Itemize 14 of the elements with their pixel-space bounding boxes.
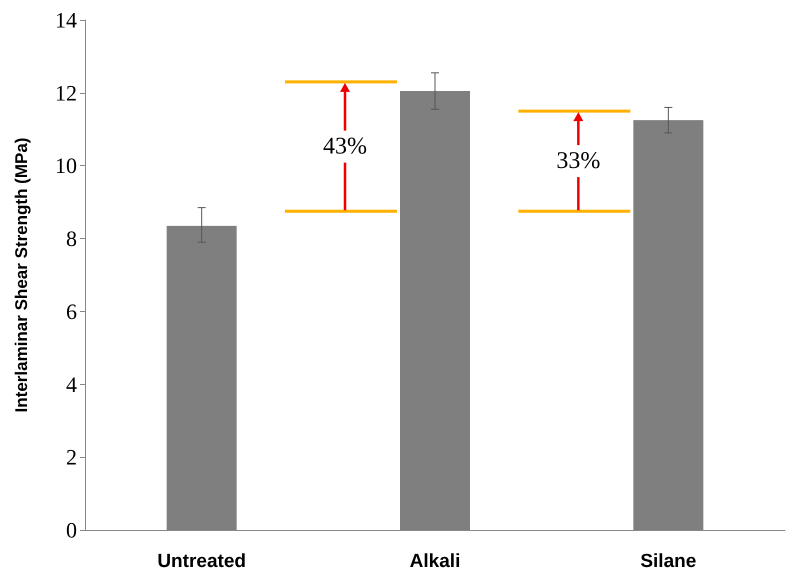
y-tick-label: 2 <box>66 444 77 470</box>
y-axis-title: Interlaminar Shear Strength (MPa) <box>12 138 31 412</box>
y-tick-label: 0 <box>66 518 77 542</box>
y-tick-label: 8 <box>66 226 77 252</box>
y-tick-label: 6 <box>66 298 77 324</box>
annotation: 33% <box>556 148 600 174</box>
y-tick-label: 14 <box>55 8 77 32</box>
x-tick-label: Alkali <box>410 551 460 572</box>
y-tick-label: 10 <box>55 153 77 178</box>
x-tick-label: Untreated <box>157 551 246 572</box>
annotation: 43% <box>323 134 367 160</box>
y-tick-label: 12 <box>55 80 77 106</box>
y-tick-label: 4 <box>66 372 77 397</box>
x-tick-label: Silane <box>640 551 696 572</box>
